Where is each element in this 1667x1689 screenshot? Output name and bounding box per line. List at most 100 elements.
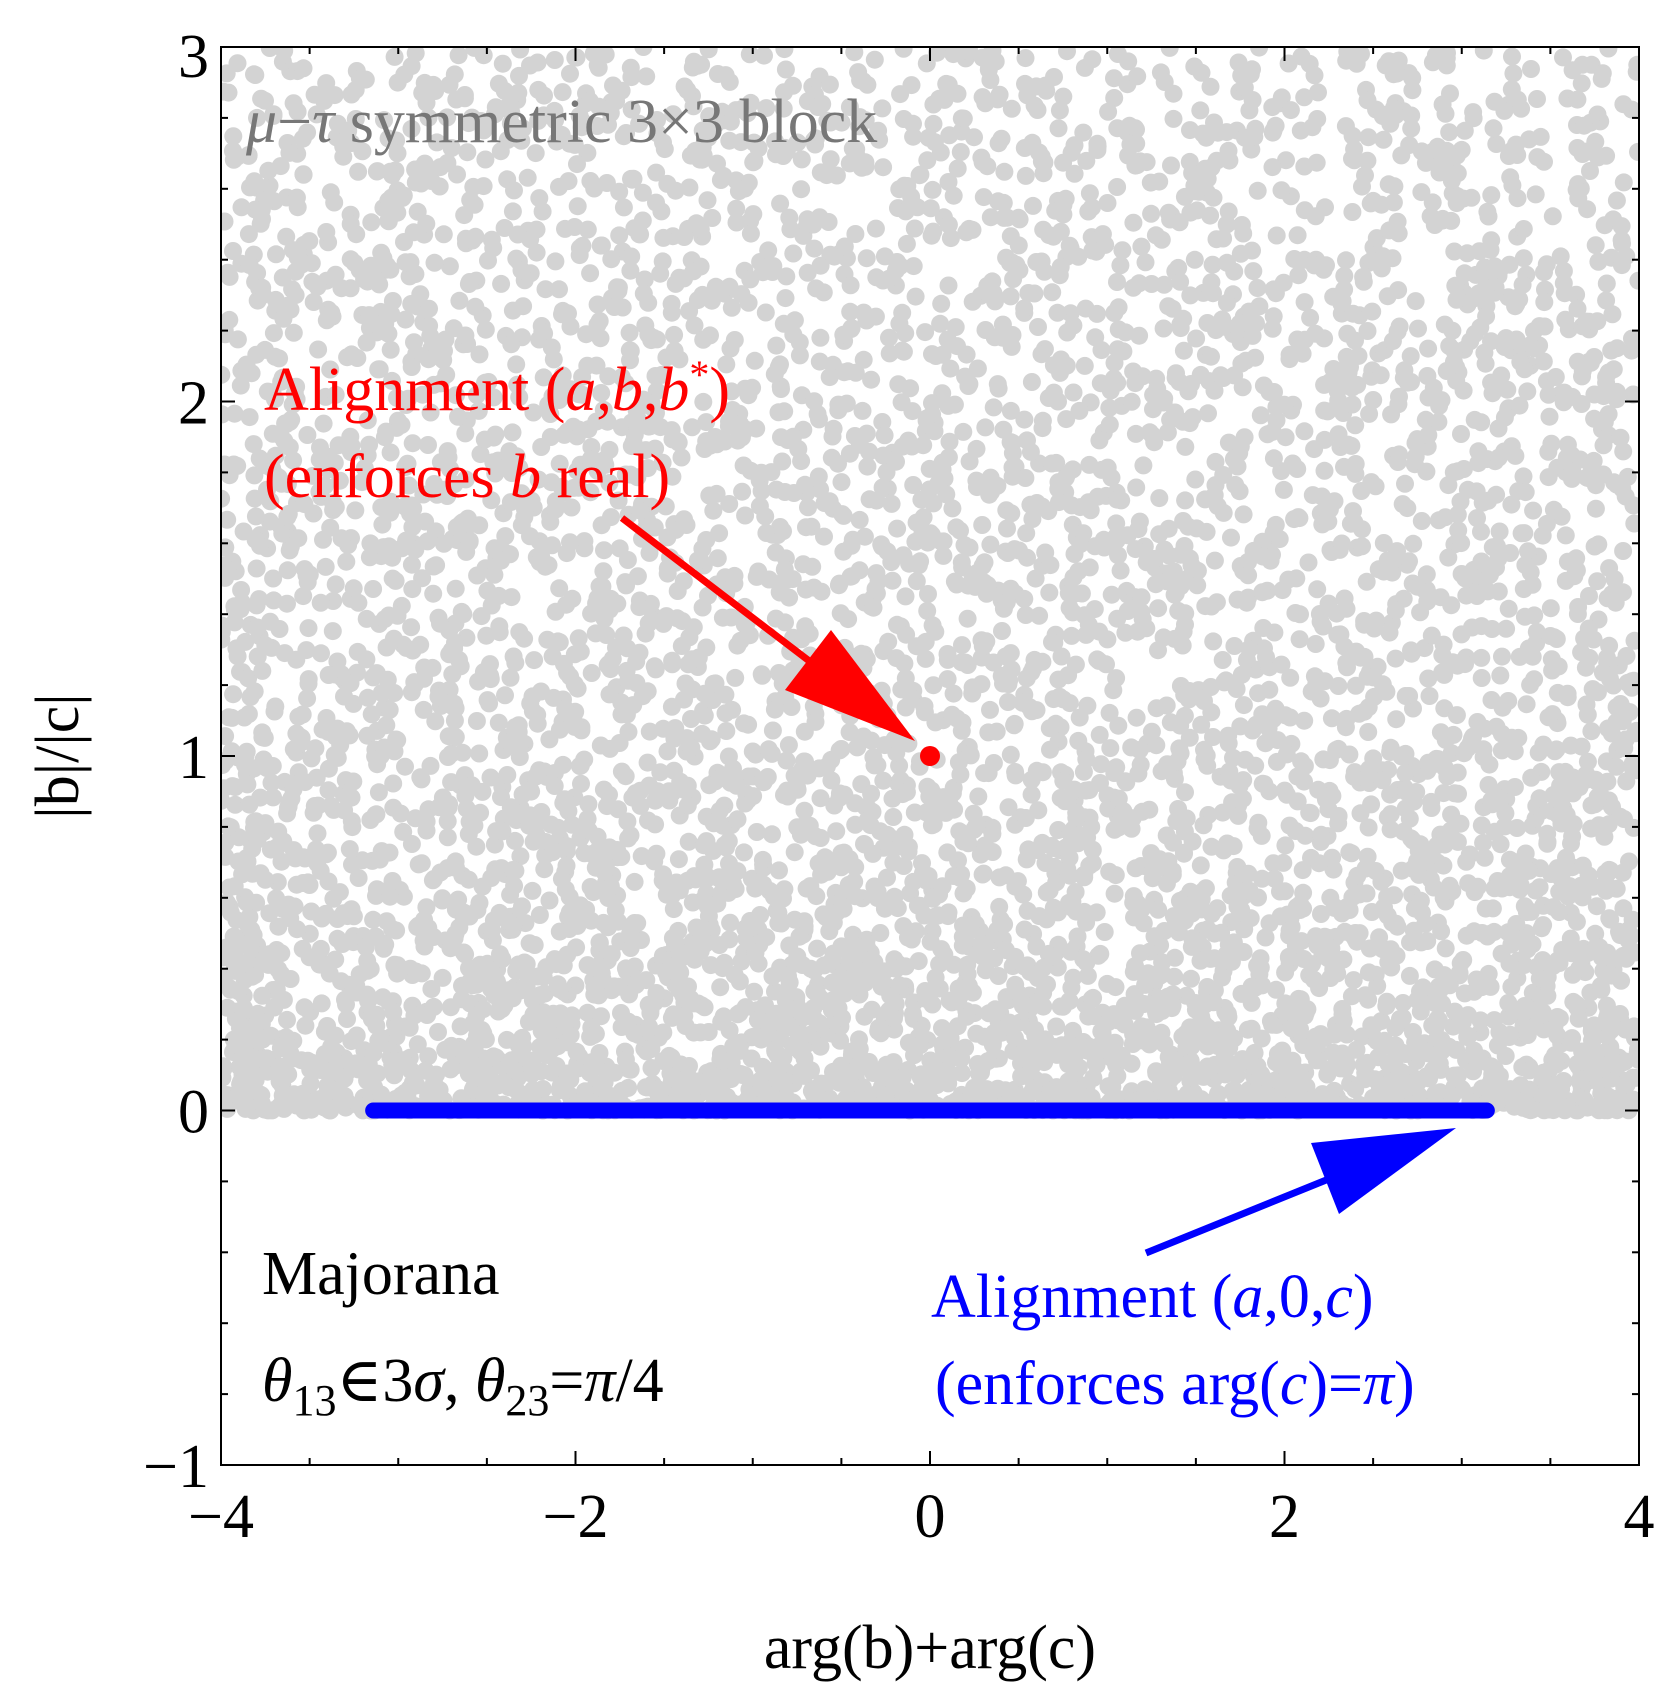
- scatter-point: [974, 188, 993, 207]
- scatter-point: [1472, 816, 1491, 835]
- scatter-point: [1295, 293, 1314, 312]
- scatter-point: [1468, 509, 1486, 528]
- scatter-point: [1451, 492, 1470, 511]
- scatter-point: [1629, 142, 1639, 161]
- scatter-point: [1130, 326, 1149, 345]
- scatter-point: [932, 294, 951, 313]
- scatter-point: [497, 1030, 516, 1049]
- scatter-point: [1476, 354, 1495, 373]
- scatter-point: [1266, 699, 1285, 718]
- scatter-point: [769, 358, 788, 377]
- scatter-point: [1098, 194, 1117, 212]
- scatter-point: [777, 267, 796, 286]
- scatter-point: [1301, 308, 1320, 327]
- scatter-point: [1121, 135, 1140, 154]
- scatter-point: [1518, 1026, 1537, 1044]
- scatter-point: [1234, 505, 1253, 524]
- scatter-point: [533, 322, 552, 341]
- scatter-point: [288, 198, 307, 217]
- scatter-point: [1181, 121, 1199, 140]
- scatter-point: [1254, 619, 1273, 637]
- scatter-point: [245, 466, 264, 485]
- scatter-point: [963, 220, 982, 239]
- scatter-point: [1205, 551, 1224, 570]
- scatter-point: [999, 693, 1017, 711]
- scatter-point: [1050, 101, 1069, 120]
- scatter-point: [1432, 391, 1451, 410]
- scatter-point: [1499, 994, 1518, 1012]
- scatter-point: [1027, 253, 1046, 271]
- scatter-point: [581, 172, 600, 190]
- scatter-point: [1176, 783, 1194, 802]
- scatter-point: [1250, 47, 1269, 57]
- scatter-point: [599, 367, 618, 386]
- scatter-point: [493, 54, 512, 73]
- scatter-point: [317, 223, 336, 241]
- scatter-point: [1517, 645, 1536, 664]
- scatter-point: [460, 533, 479, 552]
- scatter-point: [1131, 755, 1150, 774]
- scatter-point: [1614, 542, 1633, 560]
- scatter-point: [1364, 391, 1383, 409]
- scatter-point: [1132, 237, 1151, 256]
- scatter-point: [1318, 402, 1337, 421]
- scatter-point: [808, 939, 827, 958]
- scatter-point: [1556, 526, 1575, 545]
- scatter-point: [281, 970, 300, 988]
- scatter-point: [725, 331, 744, 349]
- scatter-point: [299, 619, 318, 638]
- scatter-point: [792, 180, 811, 199]
- scatter-point: [645, 657, 664, 676]
- scatter-point: [707, 435, 726, 454]
- scatter-point: [923, 345, 941, 364]
- scatter-point: [344, 772, 363, 791]
- scatter-point: [1546, 368, 1565, 386]
- scatter-point: [831, 604, 850, 623]
- scatter-point: [954, 422, 973, 441]
- scatter-point: [247, 559, 266, 578]
- scatter-point: [266, 697, 285, 716]
- scatter-point: [476, 320, 495, 339]
- scatter-point: [353, 142, 372, 161]
- scatter-point: [1514, 467, 1533, 486]
- scatter-point: [1088, 650, 1107, 669]
- scatter-point: [894, 110, 913, 128]
- scatter-point: [1201, 77, 1220, 96]
- scatter-point: [1525, 606, 1544, 625]
- scatter-point: [1150, 489, 1169, 508]
- scatter-point: [1547, 630, 1566, 648]
- scatter-point: [240, 408, 259, 427]
- scatter-point: [958, 609, 977, 628]
- scatter-point: [1581, 162, 1599, 180]
- scatter-point: [726, 668, 745, 687]
- scatter-point: [1518, 382, 1537, 401]
- scatter-point: [1540, 407, 1559, 426]
- scatter-point: [983, 824, 1002, 843]
- scatter-point: [394, 822, 413, 841]
- scatter-point: [1472, 552, 1491, 571]
- scatter-point: [1600, 559, 1619, 578]
- scatter-point: [1628, 1044, 1639, 1063]
- scatter-point: [1400, 966, 1419, 985]
- scatter-point: [1516, 556, 1535, 575]
- scatter-point: [960, 538, 979, 557]
- scatter-point: [846, 225, 865, 243]
- scatter-point: [245, 172, 264, 191]
- scatter-point: [658, 742, 677, 761]
- scatter-point: [1344, 971, 1363, 990]
- scatter-point: [1065, 584, 1084, 603]
- scatter-point: [1417, 462, 1436, 481]
- scatter-point: [1001, 401, 1020, 420]
- scatter-point: [1374, 534, 1393, 552]
- scatter-point: [377, 422, 396, 441]
- scatter-point: [745, 982, 764, 1001]
- scatter-point: [1272, 655, 1291, 674]
- scatter-point: [1213, 651, 1232, 669]
- scatter-point: [939, 173, 958, 191]
- scatter-point: [1307, 1051, 1326, 1070]
- scatter-point: [1165, 769, 1184, 788]
- scatter-point: [309, 340, 328, 359]
- scatter-point: [542, 338, 561, 357]
- scatter-point: [1080, 781, 1099, 800]
- scatter-point: [1345, 140, 1364, 159]
